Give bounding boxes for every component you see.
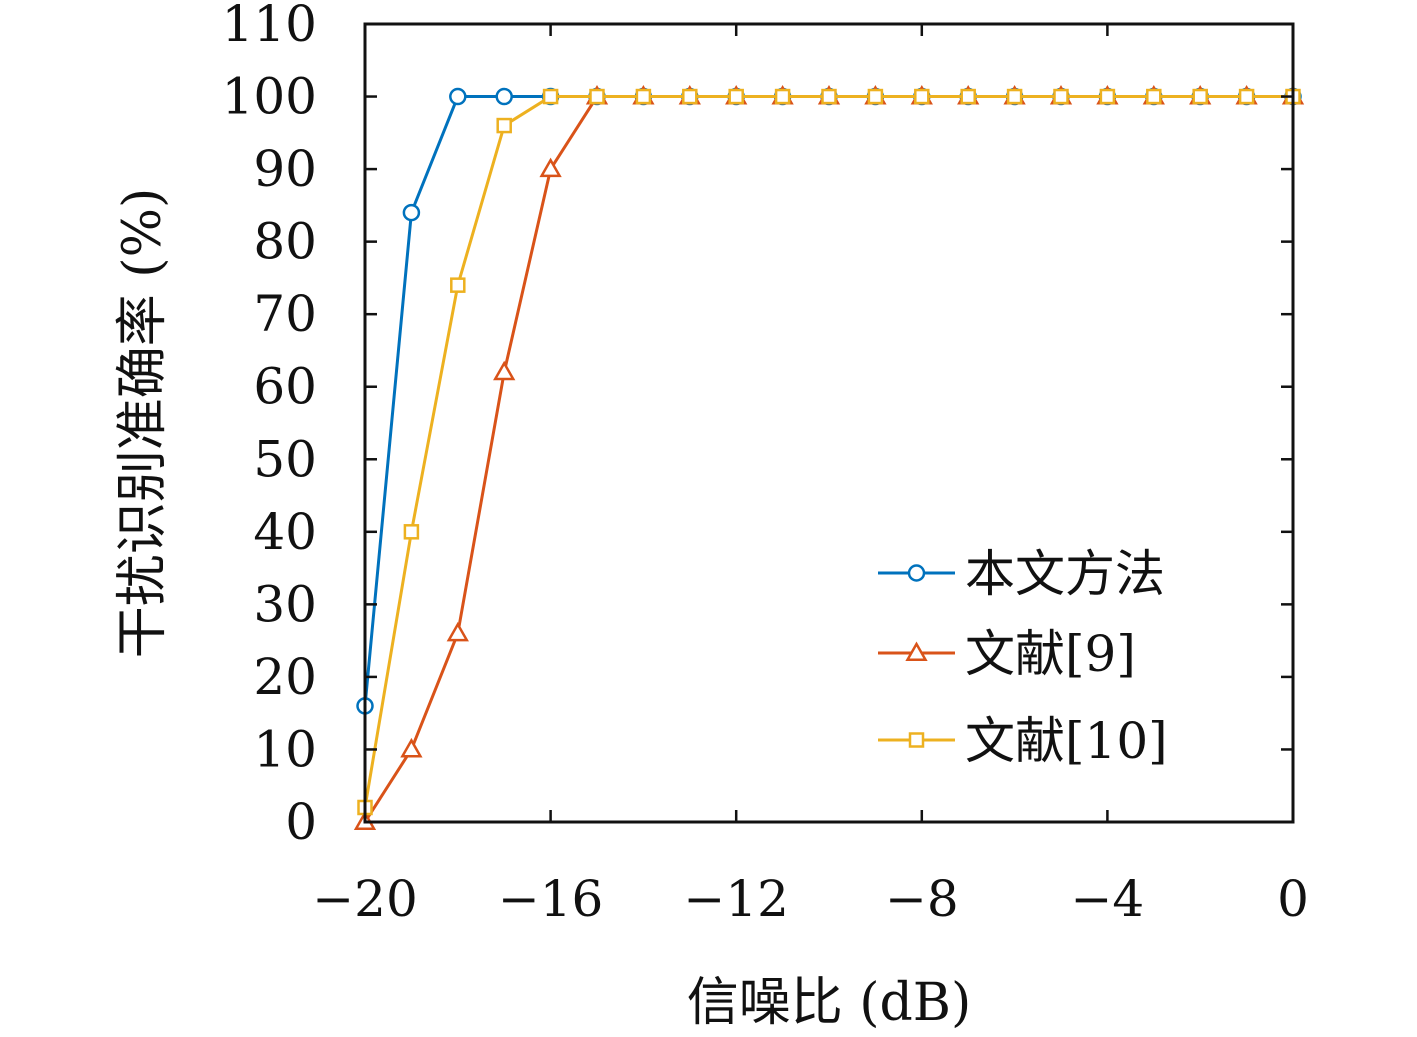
series-line xyxy=(363,95,1293,808)
data-point xyxy=(446,621,469,642)
data-point xyxy=(1099,88,1116,105)
y-tick-label: 10 xyxy=(253,720,317,778)
data-point xyxy=(635,88,652,105)
series-line xyxy=(363,95,1293,707)
data-point xyxy=(400,737,423,758)
data-point xyxy=(728,88,744,105)
data-point xyxy=(867,88,884,105)
data-point xyxy=(682,88,698,105)
legend-label: 本文方法 xyxy=(965,545,1165,603)
y-tick-label: 50 xyxy=(253,430,317,488)
data-point xyxy=(589,88,605,105)
data-point xyxy=(496,117,512,134)
legend-marker xyxy=(907,564,926,582)
plot-frame xyxy=(363,22,1295,824)
y-axis-label: 干扰识别准确率 (%) xyxy=(113,188,173,659)
x-tick-label: 0 xyxy=(1277,870,1309,928)
data-point xyxy=(542,88,559,105)
x-tick-label: −20 xyxy=(312,870,418,928)
legend-label: 文献[9] xyxy=(965,625,1136,683)
legend-label: 文献[10] xyxy=(965,712,1168,770)
x-tick-label: −12 xyxy=(683,870,789,928)
ticks: 0 10 20 30 40 50 60 70 80 90 100 110 −20 −16 −12 −8 −4 0 xyxy=(222,0,1309,928)
data-point xyxy=(914,88,930,105)
data-point xyxy=(495,87,513,106)
series-group xyxy=(353,85,1305,830)
legend-marker xyxy=(908,732,925,748)
legend-item: 文献[10] xyxy=(878,712,1168,770)
legend-item: 文献[9] xyxy=(878,625,1136,683)
y-tick-label: 70 xyxy=(253,285,317,343)
data-point xyxy=(449,87,467,106)
y-tick-label: 80 xyxy=(253,213,317,271)
x-axis-label: 信噪比 (dB) xyxy=(687,973,972,1033)
y-tick-label: 30 xyxy=(253,575,317,633)
y-tick-label: 110 xyxy=(222,0,317,53)
data-point xyxy=(1238,88,1255,105)
data-point xyxy=(493,360,516,381)
y-tick-label: 100 xyxy=(222,68,317,126)
x-tick-label: −4 xyxy=(1071,870,1145,928)
y-tick-label: 60 xyxy=(253,358,317,416)
x-tick-label: −16 xyxy=(498,870,604,928)
y-tick-label: 40 xyxy=(253,503,317,561)
data-point xyxy=(774,88,791,105)
data-point xyxy=(450,277,466,293)
series-3 xyxy=(357,88,1301,816)
data-point xyxy=(403,524,420,540)
y-tick-label: 90 xyxy=(253,140,317,198)
data-point xyxy=(821,88,837,105)
y-tick-label: 20 xyxy=(253,648,317,706)
data-point xyxy=(1006,88,1023,105)
legend-item: 本文方法 xyxy=(878,545,1165,603)
data-point xyxy=(960,88,976,105)
data-point xyxy=(539,157,562,178)
x-tick-label: −8 xyxy=(885,870,959,928)
data-point xyxy=(1146,88,1162,105)
data-point xyxy=(1053,88,1069,105)
data-point xyxy=(1192,88,1208,105)
y-tick-label: 0 xyxy=(285,793,317,851)
legend-marker xyxy=(905,641,928,661)
data-point xyxy=(402,203,421,222)
